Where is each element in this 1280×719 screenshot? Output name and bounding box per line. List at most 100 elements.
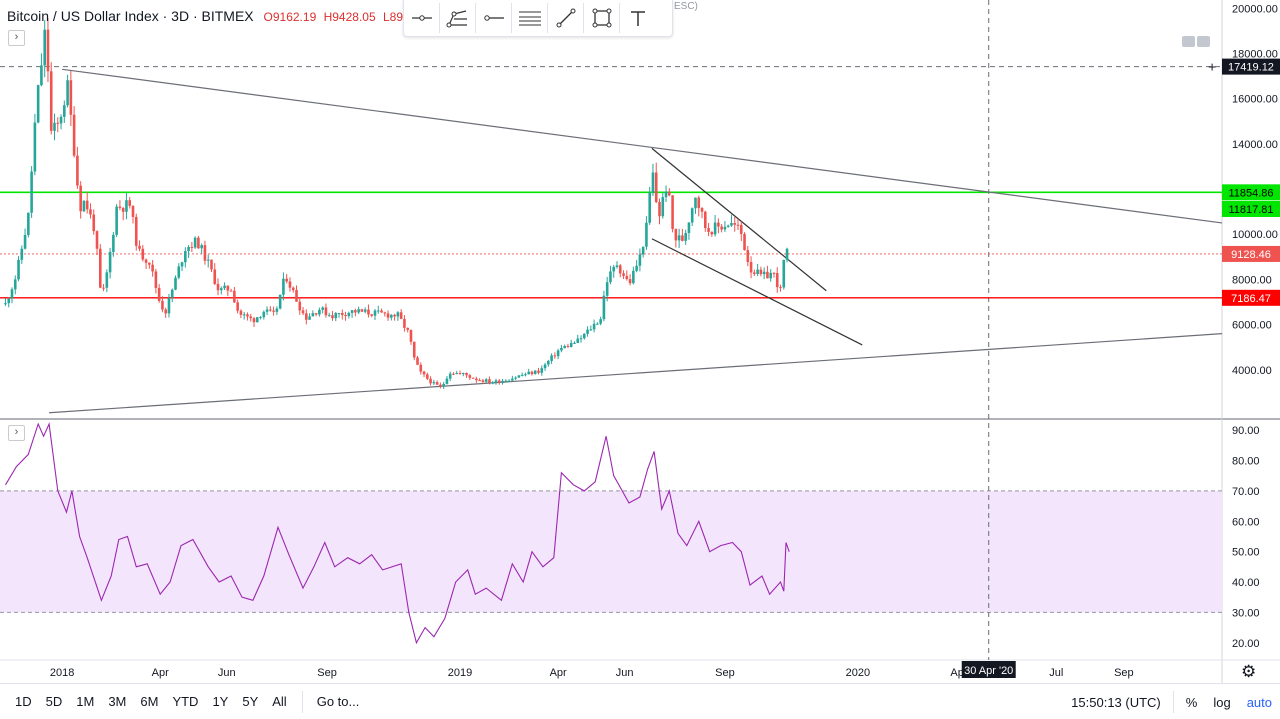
log-scale-button[interactable]: log <box>1213 694 1231 710</box>
candle-body <box>612 266 616 272</box>
candle-body <box>278 294 282 309</box>
candle-body <box>399 312 403 319</box>
candle-body <box>125 200 128 212</box>
candle-body <box>69 80 73 115</box>
last-price-label-box <box>1222 245 1280 262</box>
candle-body <box>648 192 651 223</box>
rsi-legend-toggle-button[interactable]: › <box>8 425 25 441</box>
candle-body <box>753 272 756 275</box>
candle-body <box>779 287 782 289</box>
candle-body <box>370 314 374 316</box>
candle-body <box>556 350 560 357</box>
candle-body <box>98 248 102 288</box>
percent-scale-button[interactable]: % <box>1185 694 1198 710</box>
candle-body <box>102 287 105 289</box>
candle-body <box>291 287 295 291</box>
rsi-tick-label: 50.00 <box>1232 547 1260 559</box>
pane-maximize-icon[interactable] <box>1197 36 1210 47</box>
candle-body <box>533 370 537 375</box>
candle-body <box>553 355 557 357</box>
candle-body <box>720 226 723 230</box>
candle-body <box>4 303 7 305</box>
candle-body <box>769 272 772 279</box>
clock-display[interactable]: 15:50:13 (UTC) <box>1071 694 1161 710</box>
range-all-button[interactable]: All <box>272 694 287 709</box>
crosshair-price-label: 17419.12 <box>1228 62 1274 74</box>
horizontal-line-icon[interactable] <box>476 3 512 33</box>
candle-body <box>252 318 256 323</box>
candle-body <box>226 285 230 291</box>
candle-body <box>20 248 24 260</box>
candle-body <box>661 197 665 217</box>
range-1y-button[interactable]: 1Y <box>212 694 229 709</box>
horizontal-ray-icon[interactable] <box>404 3 440 33</box>
text-icon[interactable] <box>620 3 656 33</box>
time-tick-label: 2020 <box>846 667 870 679</box>
candle-body <box>380 310 383 313</box>
candle-body <box>458 373 462 375</box>
candle-body <box>43 29 46 66</box>
candle-body <box>491 382 495 384</box>
candle-body <box>560 348 563 351</box>
candle-body <box>141 248 145 260</box>
candle-body <box>157 288 161 301</box>
candle-body <box>488 379 491 383</box>
candle-body <box>527 371 530 375</box>
candle-body <box>85 200 89 210</box>
range-1m-button[interactable]: 1M <box>76 694 95 709</box>
candle-body <box>550 355 553 361</box>
descending-trendline <box>62 68 1223 224</box>
red-level-label-box <box>1222 289 1280 306</box>
red-level-label: 7186.47 <box>1231 293 1271 305</box>
pane-down-icon[interactable] <box>1182 36 1195 47</box>
candle-body <box>622 273 625 276</box>
candle-body <box>324 307 328 316</box>
range-5y-button[interactable]: 5Y <box>242 694 259 709</box>
auto-scale-button[interactable]: auto <box>1246 694 1272 710</box>
symbol-title: Bitcoin / US Dollar Index · 3D · BITMEX <box>7 8 254 24</box>
candle-body <box>259 317 262 319</box>
candle-body <box>118 206 122 208</box>
candle-body <box>520 374 524 376</box>
candle-body <box>76 155 79 186</box>
ascending-trendline <box>49 333 1223 414</box>
candle-body <box>605 282 609 296</box>
candle-body <box>167 297 171 314</box>
candle-body <box>216 283 220 291</box>
path-icon[interactable] <box>440 3 476 33</box>
candle-body <box>13 279 17 290</box>
range-1d-button[interactable]: 1D <box>15 694 32 709</box>
candle-body <box>79 185 82 212</box>
candle-body <box>589 329 593 331</box>
candle-body <box>501 380 504 383</box>
candle-body <box>239 310 243 315</box>
goto-button[interactable]: Go to... <box>316 694 360 709</box>
range-6m-button[interactable]: 6M <box>140 694 159 709</box>
time-tick-label: 2019 <box>448 667 472 679</box>
trend-line-icon[interactable] <box>548 3 584 33</box>
candle-body <box>272 310 275 312</box>
price-tick-label: 6000.00 <box>1232 320 1272 332</box>
range-ytd-button[interactable]: YTD <box>172 694 199 709</box>
candle-body <box>569 342 573 348</box>
parallel-lines-icon[interactable] <box>512 3 548 33</box>
candle-body <box>331 315 334 319</box>
candle-body <box>681 235 684 241</box>
pane-controls[interactable] <box>1182 36 1210 47</box>
rectangle-icon[interactable] <box>584 3 620 33</box>
candle-body <box>177 266 181 278</box>
candle-body <box>602 295 606 320</box>
settings-gear-icon[interactable]: ⚙ <box>1241 662 1257 681</box>
candle-body <box>465 373 468 376</box>
candle-body <box>429 378 432 384</box>
range-3m-button[interactable]: 3M <box>108 694 127 709</box>
chart-canvas[interactable]: 4000.006000.008000.0010000.0012000.00140… <box>0 0 1280 683</box>
candle-body <box>507 380 511 382</box>
candle-body <box>710 231 714 235</box>
candle-body <box>396 312 400 317</box>
candle-body <box>164 309 167 314</box>
legend-toggle-button[interactable]: › <box>8 30 25 46</box>
range-5d-button[interactable]: 5D <box>45 694 63 709</box>
rsi-tick-label: 30.00 <box>1232 607 1260 619</box>
